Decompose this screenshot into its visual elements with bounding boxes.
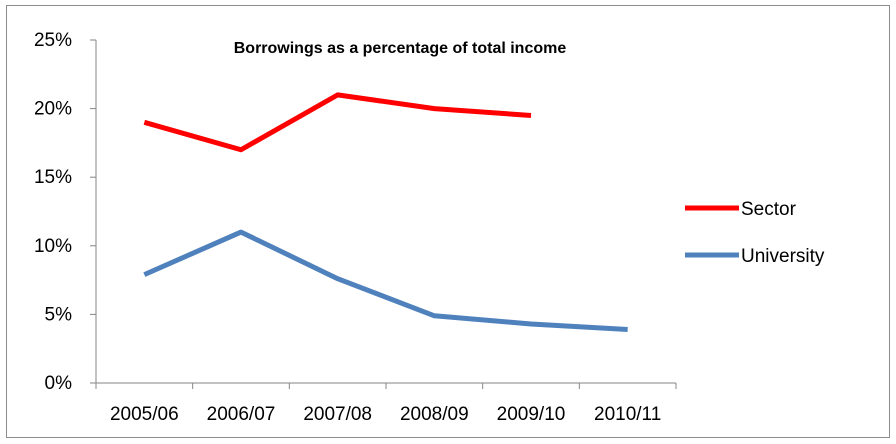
legend-label-university: University [741,246,825,267]
legend: Sector University [685,199,825,267]
series-line-sector [143,92,532,153]
series-lines [143,92,628,332]
chart-title: Borrowings as a percentage of total inco… [234,40,567,57]
y-tick-label: 10% [34,236,72,257]
x-tick-label: 2007/08 [303,404,372,425]
y-tick-label: 25% [34,30,72,51]
x-tick-label: 2006/07 [207,404,276,425]
y-tick-label: 5% [45,304,73,325]
y-tick-label: 15% [34,167,72,188]
y-tick-label: 0% [45,373,73,394]
x-tick-label: 2009/10 [497,404,566,425]
tick-labels: 0% 5% 10% 15% 20% 25% 2005/06 2006/07 2007/08 200… [34,30,661,425]
y-tick-label: 20% [34,99,72,120]
chart-axes [90,39,677,389]
chart-frame [6,5,890,438]
x-tick-label: 2005/06 [110,404,179,425]
series-line-university [143,229,628,332]
x-tick-label: 2010/11 [594,404,661,425]
legend-label-sector: Sector [741,199,797,220]
x-tick-label: 2008/09 [400,404,469,425]
